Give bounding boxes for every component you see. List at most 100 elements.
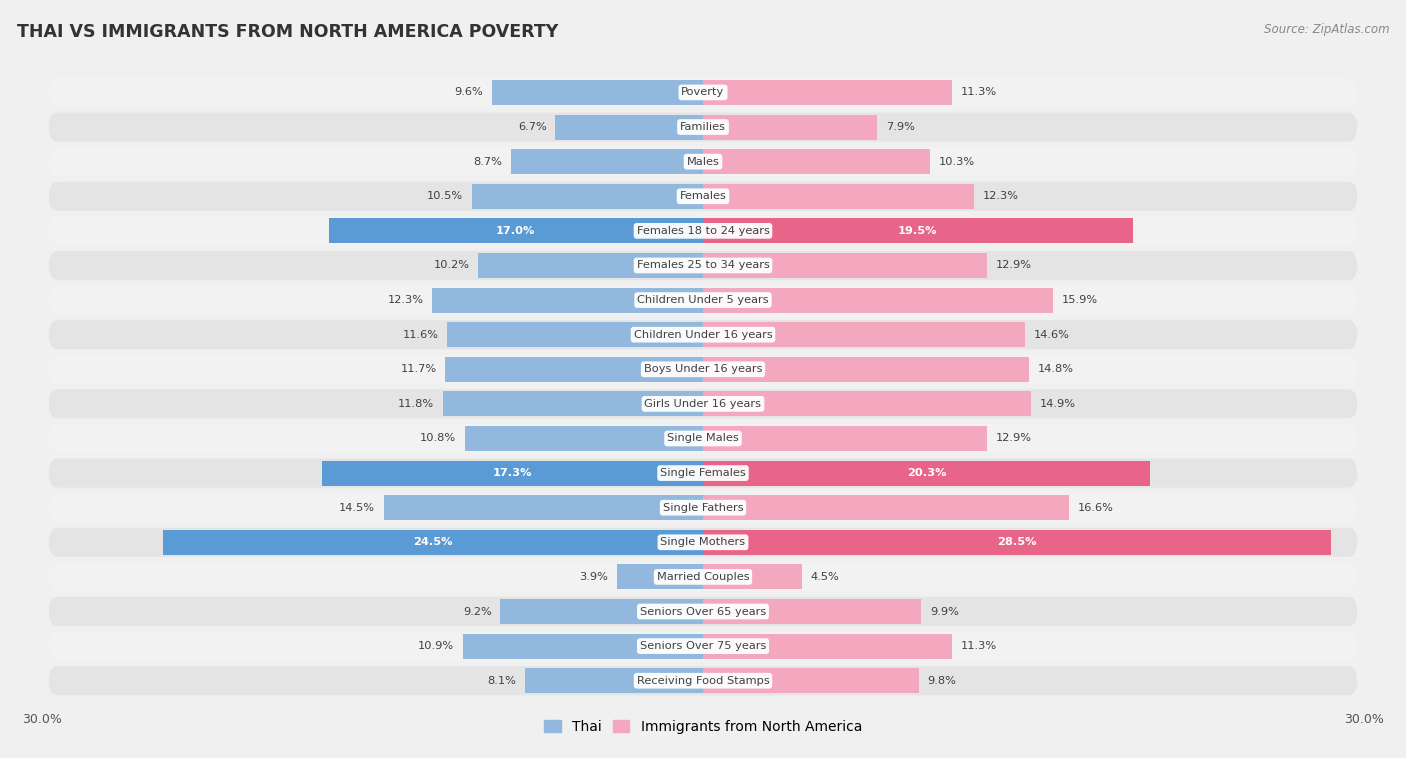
Bar [471,183,703,208]
FancyBboxPatch shape [49,216,1357,246]
Bar [703,599,921,624]
Bar [703,634,952,659]
FancyBboxPatch shape [49,597,1357,626]
Text: 10.5%: 10.5% [427,191,463,202]
Bar [465,426,703,451]
Text: 10.9%: 10.9% [418,641,454,651]
Bar [703,357,1029,382]
Bar [446,357,703,382]
Text: Poverty: Poverty [682,87,724,98]
Bar [501,599,703,624]
Bar [703,530,1330,555]
Legend: Thai, Immigrants from North America: Thai, Immigrants from North America [538,714,868,739]
FancyBboxPatch shape [49,355,1357,384]
Bar [443,391,703,416]
Text: 12.9%: 12.9% [995,261,1032,271]
Text: Children Under 16 years: Children Under 16 years [634,330,772,340]
Text: 10.8%: 10.8% [420,434,457,443]
Bar [703,461,1150,486]
FancyBboxPatch shape [49,78,1357,107]
Bar [617,565,703,590]
Text: 15.9%: 15.9% [1062,295,1098,305]
Text: Females: Females [679,191,727,202]
FancyBboxPatch shape [49,424,1357,453]
Text: 12.9%: 12.9% [995,434,1032,443]
Text: 4.5%: 4.5% [811,572,839,582]
Bar [703,495,1069,520]
Text: Seniors Over 65 years: Seniors Over 65 years [640,606,766,616]
Bar [512,149,703,174]
Text: Single Mothers: Single Mothers [661,537,745,547]
Text: 12.3%: 12.3% [387,295,423,305]
Text: 10.2%: 10.2% [433,261,470,271]
Text: 8.1%: 8.1% [486,675,516,686]
FancyBboxPatch shape [49,251,1357,280]
Text: Families: Families [681,122,725,132]
Bar [329,218,703,243]
Bar [322,461,703,486]
Bar [703,149,929,174]
FancyBboxPatch shape [49,528,1357,557]
Text: 6.7%: 6.7% [517,122,547,132]
Text: 3.9%: 3.9% [579,572,609,582]
FancyBboxPatch shape [49,320,1357,349]
Text: 28.5%: 28.5% [997,537,1036,547]
Text: Married Couples: Married Couples [657,572,749,582]
Text: 20.3%: 20.3% [907,468,946,478]
Bar [703,183,974,208]
Bar [703,565,801,590]
FancyBboxPatch shape [49,493,1357,522]
Text: 9.6%: 9.6% [454,87,482,98]
Text: 9.9%: 9.9% [929,606,959,616]
Text: Males: Males [686,157,720,167]
Bar [703,80,952,105]
Text: 14.9%: 14.9% [1040,399,1076,409]
Text: 14.5%: 14.5% [339,503,375,512]
Text: 10.3%: 10.3% [939,157,974,167]
Text: Receiving Food Stamps: Receiving Food Stamps [637,675,769,686]
Text: Children Under 5 years: Children Under 5 years [637,295,769,305]
Bar [432,287,703,312]
Text: Single Females: Single Females [661,468,745,478]
Text: Single Fathers: Single Fathers [662,503,744,512]
Bar [447,322,703,347]
FancyBboxPatch shape [49,147,1357,176]
Text: 17.3%: 17.3% [492,468,533,478]
Text: Boys Under 16 years: Boys Under 16 years [644,365,762,374]
Bar [555,114,703,139]
Bar [163,530,703,555]
Text: 9.8%: 9.8% [928,675,956,686]
Text: 24.5%: 24.5% [413,537,453,547]
FancyBboxPatch shape [49,112,1357,142]
Text: 11.6%: 11.6% [402,330,439,340]
FancyBboxPatch shape [49,631,1357,661]
Text: 14.6%: 14.6% [1033,330,1070,340]
Bar [703,287,1053,312]
Bar [478,253,703,278]
Bar [703,669,920,693]
Text: 9.2%: 9.2% [463,606,492,616]
Bar [703,391,1031,416]
Bar [703,114,877,139]
Text: 19.5%: 19.5% [898,226,938,236]
Text: 11.7%: 11.7% [401,365,436,374]
Bar [524,669,703,693]
Text: 8.7%: 8.7% [474,157,502,167]
Bar [463,634,703,659]
FancyBboxPatch shape [49,459,1357,487]
FancyBboxPatch shape [49,390,1357,418]
Text: Seniors Over 75 years: Seniors Over 75 years [640,641,766,651]
Bar [703,253,987,278]
Bar [492,80,703,105]
FancyBboxPatch shape [49,286,1357,315]
Text: 12.3%: 12.3% [983,191,1019,202]
Text: Single Males: Single Males [666,434,740,443]
Text: 11.3%: 11.3% [960,641,997,651]
Text: Females 18 to 24 years: Females 18 to 24 years [637,226,769,236]
Bar [384,495,703,520]
FancyBboxPatch shape [49,562,1357,591]
Text: THAI VS IMMIGRANTS FROM NORTH AMERICA POVERTY: THAI VS IMMIGRANTS FROM NORTH AMERICA PO… [17,23,558,41]
Text: Girls Under 16 years: Girls Under 16 years [644,399,762,409]
FancyBboxPatch shape [49,666,1357,695]
Text: 11.8%: 11.8% [398,399,434,409]
